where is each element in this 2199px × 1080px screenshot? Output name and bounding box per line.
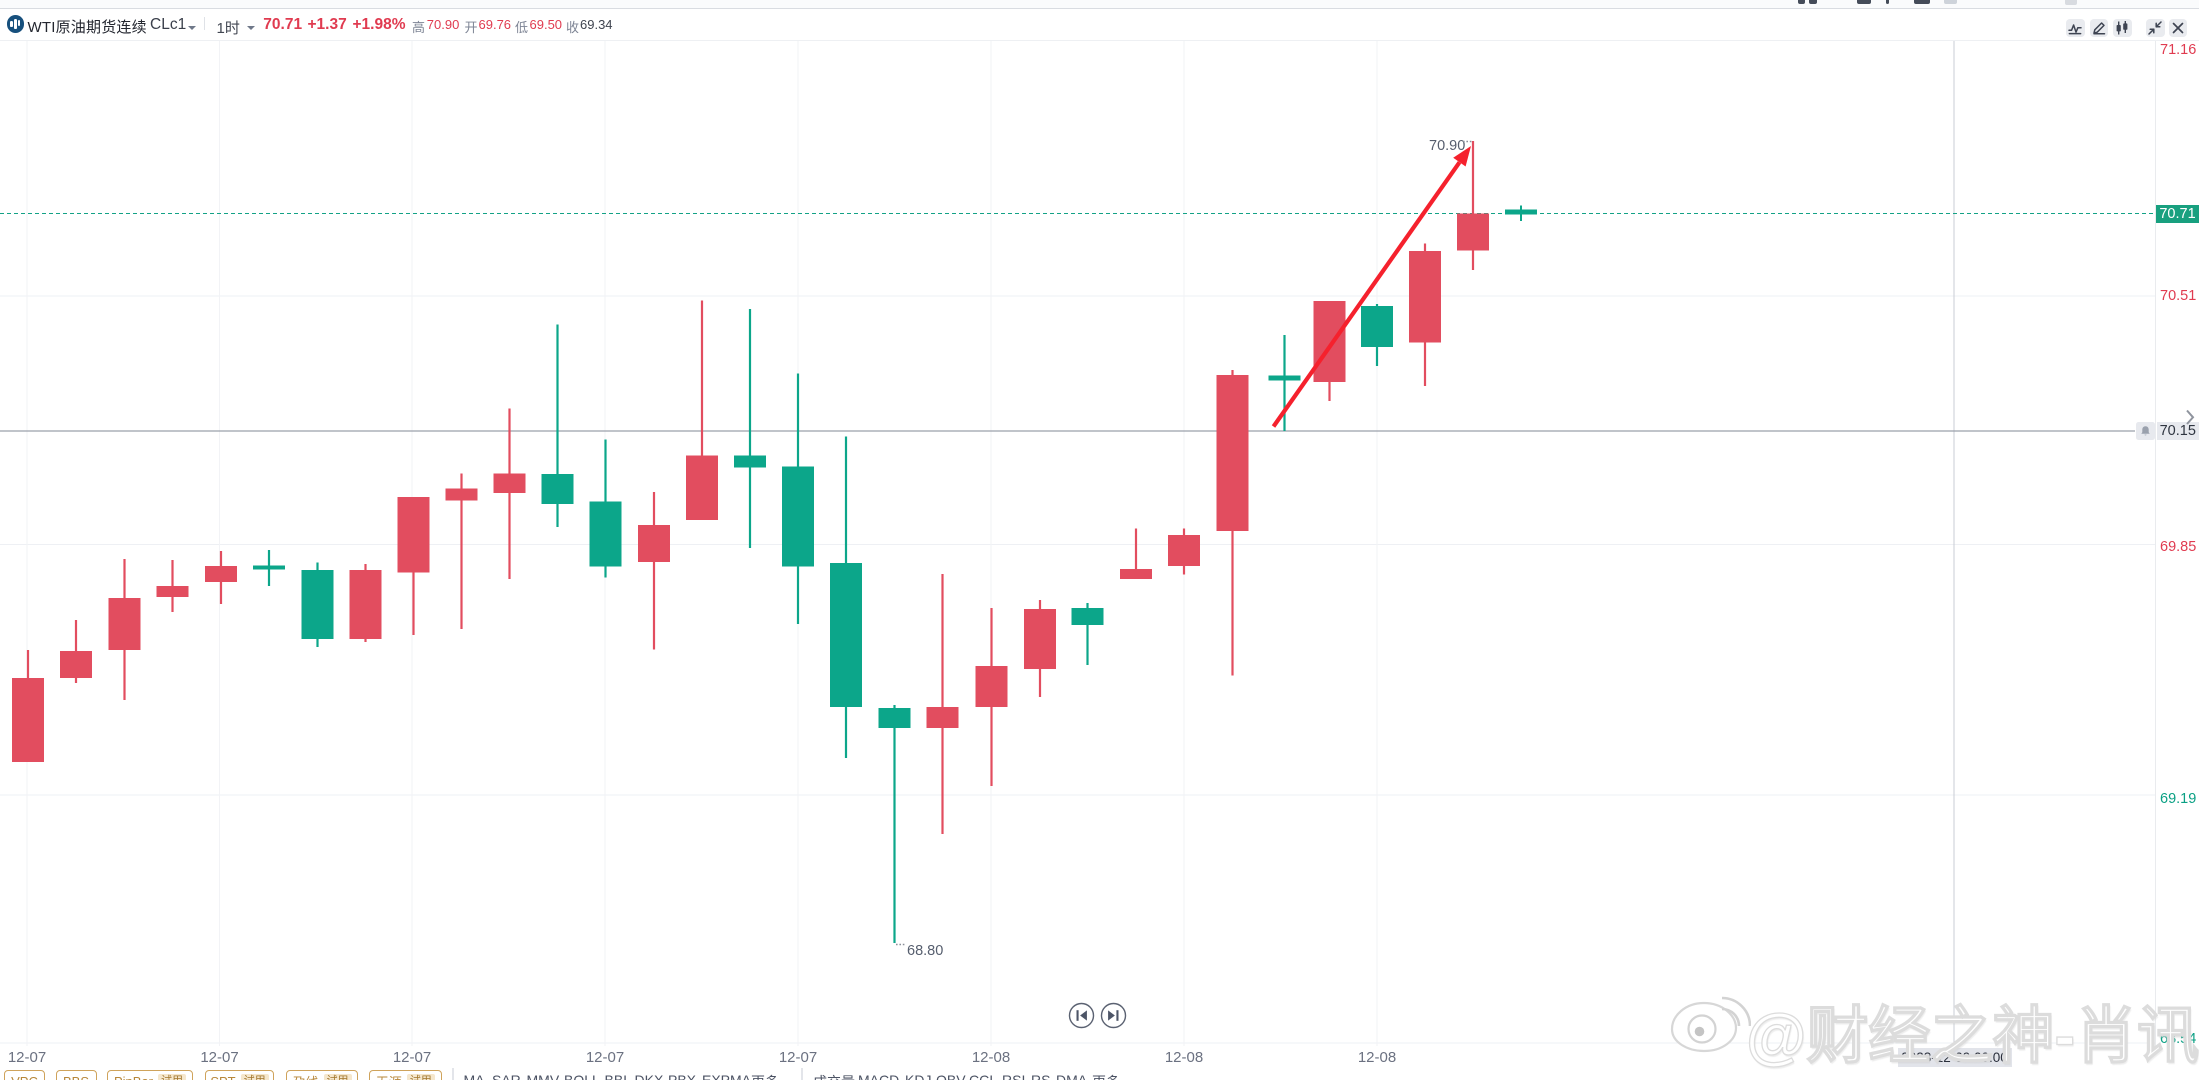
svg-text:70.90: 70.90	[1429, 138, 1465, 154]
svg-text:68.80: 68.80	[907, 943, 943, 959]
